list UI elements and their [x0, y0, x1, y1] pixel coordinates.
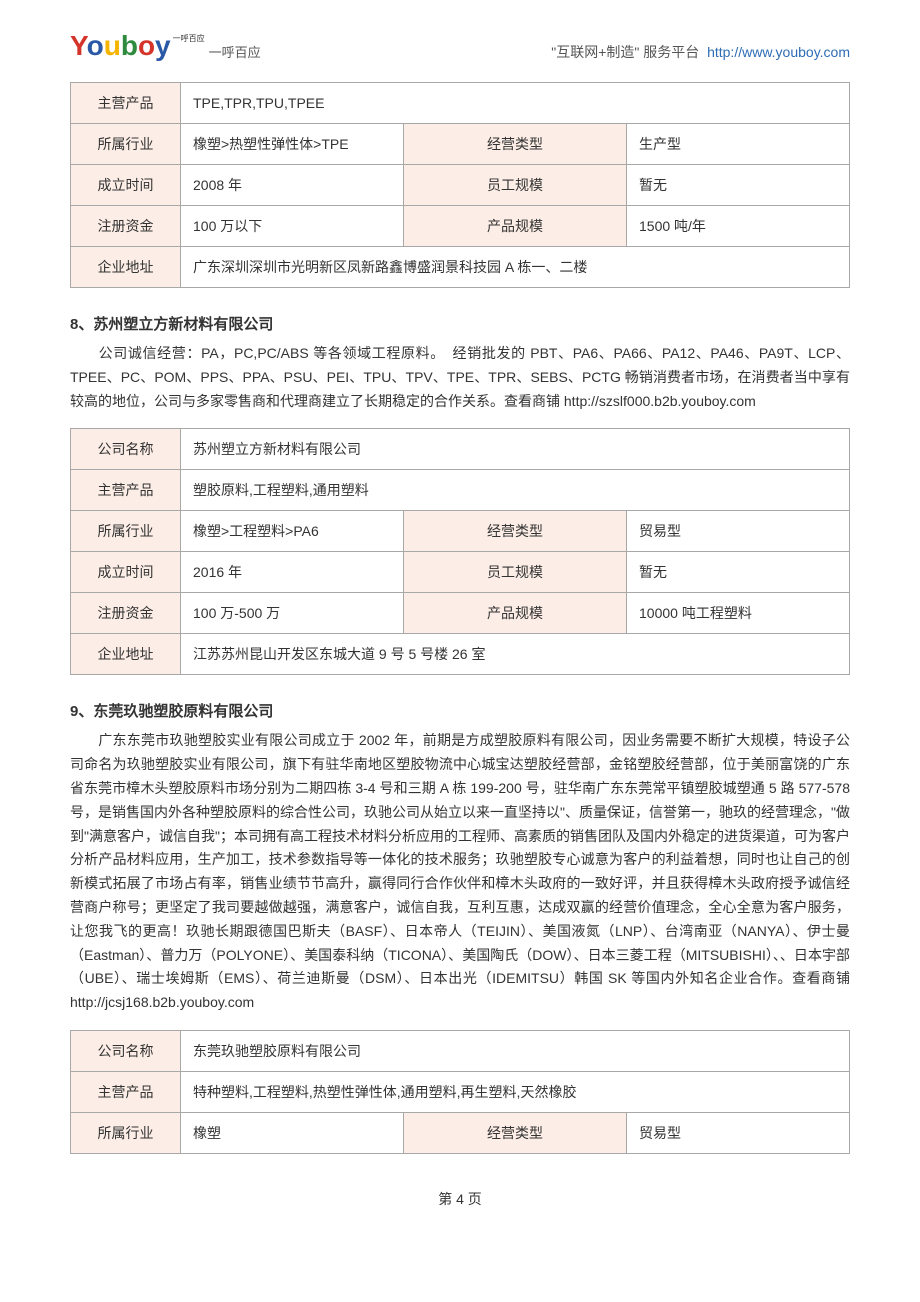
- table-value: 特种塑料,工程塑料,热塑性弹性体,通用塑料,再生塑料,天然橡胶: [181, 1071, 850, 1112]
- table-value: 东莞玖驰塑胶原料有限公司: [181, 1030, 850, 1071]
- table-value: 江苏苏州昆山开发区东城大道 9 号 5 号楼 26 室: [181, 634, 850, 675]
- table-row: 成立时间2016 年员工规模暂无: [71, 552, 850, 593]
- table-row: 主营产品TPE,TPR,TPU,TPEE: [71, 83, 850, 124]
- table-value: TPE,TPR,TPU,TPEE: [181, 83, 850, 124]
- table-row: 所属行业橡塑>工程塑料>PA6经营类型贸易型: [71, 511, 850, 552]
- table-label: 产品规模: [404, 206, 627, 247]
- table-label: 主营产品: [71, 1071, 181, 1112]
- table-row: 成立时间2008 年员工规模暂无: [71, 165, 850, 206]
- table-label: 主营产品: [71, 470, 181, 511]
- table-label: 企业地址: [71, 247, 181, 288]
- table-label: 成立时间: [71, 552, 181, 593]
- table-value: 2016 年: [181, 552, 404, 593]
- logo-trademark: 一呼百应: [173, 33, 205, 44]
- table-row: 所属行业橡塑>热塑性弹性体>TPE经营类型生产型: [71, 124, 850, 165]
- table-value: 10000 吨工程塑料: [627, 593, 850, 634]
- table-label: 产品规模: [404, 593, 627, 634]
- table-row: 公司名称苏州塑立方新材料有限公司: [71, 429, 850, 470]
- page-footer: 第 4 页: [70, 1189, 850, 1209]
- table-value: 暂无: [627, 552, 850, 593]
- table-value: 橡塑: [181, 1112, 404, 1153]
- table-value: 100 万以下: [181, 206, 404, 247]
- table-value: 橡塑>热塑性弹性体>TPE: [181, 124, 404, 165]
- table-value: 100 万-500 万: [181, 593, 404, 634]
- table-label: 经营类型: [404, 124, 627, 165]
- table-value: 广东深圳深圳市光明新区凤新路鑫博盛润景科技园 A 栋一、二楼: [181, 247, 850, 288]
- table-label: 主营产品: [71, 83, 181, 124]
- table-value: 塑胶原料,工程塑料,通用塑料: [181, 470, 850, 511]
- company-table-3: 公司名称东莞玖驰塑胶原料有限公司主营产品特种塑料,工程塑料,热塑性弹性体,通用塑…: [70, 1030, 850, 1154]
- section-8-description: 公司诚信经营：PA，PC,PC/ABS 等各领域工程原料。 经销批发的 PBT、…: [70, 342, 850, 413]
- page-header: Youboy 一呼百应 一呼百应 "互联网+制造" 服务平台 http://ww…: [70, 30, 850, 62]
- table-label: 所属行业: [71, 1112, 181, 1153]
- header-right: "互联网+制造" 服务平台 http://www.youboy.com: [551, 42, 850, 62]
- table-label: 所属行业: [71, 511, 181, 552]
- table-value: 贸易型: [627, 1112, 850, 1153]
- company-table-1: 主营产品TPE,TPR,TPU,TPEE所属行业橡塑>热塑性弹性体>TPE经营类…: [70, 82, 850, 288]
- table-label: 注册资金: [71, 593, 181, 634]
- logo-tagline: 一呼百应: [209, 42, 261, 61]
- table-row: 公司名称东莞玖驰塑胶原料有限公司: [71, 1030, 850, 1071]
- table-label: 员工规模: [404, 165, 627, 206]
- table-value: 苏州塑立方新材料有限公司: [181, 429, 850, 470]
- table-row: 企业地址广东深圳深圳市光明新区凤新路鑫博盛润景科技园 A 栋一、二楼: [71, 247, 850, 288]
- header-slogan: "互联网+制造" 服务平台: [551, 44, 699, 60]
- table-label: 公司名称: [71, 1030, 181, 1071]
- table-label: 所属行业: [71, 124, 181, 165]
- table-label: 经营类型: [404, 1112, 627, 1153]
- table-label: 公司名称: [71, 429, 181, 470]
- table-value: 暂无: [627, 165, 850, 206]
- section-9-title: 9、东莞玖驰塑胶原料有限公司: [70, 700, 850, 721]
- company-table-2: 公司名称苏州塑立方新材料有限公司主营产品塑胶原料,工程塑料,通用塑料所属行业橡塑…: [70, 428, 850, 675]
- table-label: 员工规模: [404, 552, 627, 593]
- section-8-title: 8、苏州塑立方新材料有限公司: [70, 313, 850, 334]
- table-row: 企业地址江苏苏州昆山开发区东城大道 9 号 5 号楼 26 室: [71, 634, 850, 675]
- table-value: 贸易型: [627, 511, 850, 552]
- table-label: 经营类型: [404, 511, 627, 552]
- table-row: 注册资金100 万-500 万产品规模10000 吨工程塑料: [71, 593, 850, 634]
- table-row: 主营产品特种塑料,工程塑料,热塑性弹性体,通用塑料,再生塑料,天然橡胶: [71, 1071, 850, 1112]
- table-label: 注册资金: [71, 206, 181, 247]
- table-row: 所属行业橡塑经营类型贸易型: [71, 1112, 850, 1153]
- table-row: 主营产品塑胶原料,工程塑料,通用塑料: [71, 470, 850, 511]
- table-label: 企业地址: [71, 634, 181, 675]
- header-url-link[interactable]: http://www.youboy.com: [707, 44, 850, 60]
- table-value: 生产型: [627, 124, 850, 165]
- table-value: 橡塑>工程塑料>PA6: [181, 511, 404, 552]
- logo: Youboy 一呼百应 一呼百应: [70, 30, 261, 62]
- table-label: 成立时间: [71, 165, 181, 206]
- table-value: 2008 年: [181, 165, 404, 206]
- table-row: 注册资金100 万以下产品规模1500 吨/年: [71, 206, 850, 247]
- table-value: 1500 吨/年: [627, 206, 850, 247]
- section-9-description: 广东东莞市玖驰塑胶实业有限公司成立于 2002 年，前期是方成塑胶原料有限公司，…: [70, 729, 850, 1015]
